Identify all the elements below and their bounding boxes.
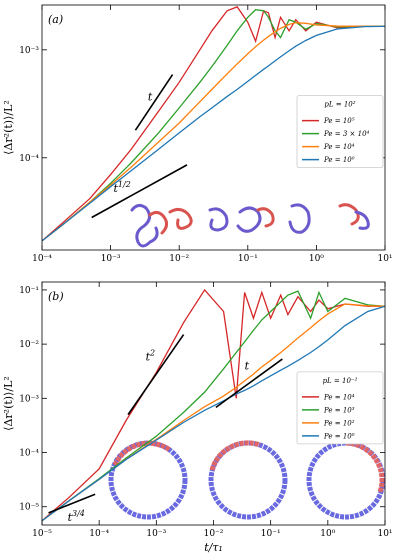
ring-sketches	[108, 440, 386, 520]
guide-line	[127, 334, 185, 416]
x-tick-label: 10⁻¹	[261, 529, 281, 539]
legend-label: Pe = 10⁴	[323, 143, 355, 151]
x-tick-label: 10⁻⁴	[89, 529, 109, 539]
legend-box	[296, 371, 384, 445]
y-axis-label: ⟨Δr²(t)⟩/L²	[2, 376, 15, 431]
series-line	[42, 22, 385, 242]
guide-line	[134, 74, 174, 131]
y-tick-label: 10⁻³	[19, 394, 39, 404]
legend-label: Pe = 10⁵	[323, 117, 355, 125]
x-tick-label: 10⁻²	[169, 254, 189, 264]
y-tick-label: 10⁻⁴	[19, 449, 39, 459]
x-tick-label: 10⁰	[309, 254, 324, 264]
series-line	[42, 6, 385, 242]
legend-label: Pe = 10²	[323, 419, 355, 427]
frame	[41, 4, 386, 251]
guide-line	[91, 164, 188, 219]
legend-title: pL = 10²	[324, 101, 355, 109]
legend-label: Pe = 3 × 10⁴	[323, 130, 370, 138]
polymer-sketches	[130, 203, 370, 248]
legend-box	[296, 95, 384, 169]
guide-label-exponent: 1/2	[118, 180, 131, 189]
guide-line	[215, 358, 283, 409]
x-tick-label: 10⁻⁴	[32, 254, 52, 264]
legend-label: Pe = 10⁴	[323, 393, 355, 401]
legend-title: pL = 10⁻²	[323, 377, 358, 385]
x-tick-label: 10⁻⁵	[32, 529, 52, 539]
series-line	[42, 25, 385, 242]
legend-label: Pe = 10⁰	[323, 432, 355, 440]
guide-label-base: t	[245, 360, 250, 373]
guide-line	[48, 493, 96, 514]
y-axis-label: ⟨Δr²(t)⟩/L²	[2, 100, 15, 155]
legend-label: Pe = 10³	[323, 406, 355, 414]
guide-label-base: t	[146, 350, 151, 363]
y-tick-label: 10⁻³	[19, 46, 39, 56]
x-tick-label: 10⁰	[320, 529, 335, 539]
y-tick-label: 10⁻⁵	[19, 503, 39, 513]
guide-label: t	[148, 90, 153, 103]
series-line	[42, 305, 385, 522]
guide-label-exponent: 2	[149, 348, 155, 357]
guide-label: t2	[146, 348, 156, 363]
x-axis-label: t/τ₁	[204, 541, 223, 554]
series-line	[42, 290, 385, 522]
y-tick-label: 10⁻⁴	[19, 154, 39, 164]
guide-label-base: t	[68, 511, 73, 524]
y-tick-label: 10⁻²	[19, 340, 39, 350]
frame	[41, 281, 386, 526]
plot-area	[42, 6, 385, 242]
panel-label: (b)	[48, 290, 64, 303]
guide-label-exponent: 3/4	[72, 509, 85, 518]
legend-label: Pe = 10⁰	[323, 156, 355, 164]
x-tick-label: 10⁻¹	[238, 254, 258, 264]
guide-label: t3/4	[68, 509, 85, 524]
guide-label-base: t	[113, 182, 118, 195]
guide-label-base: t	[148, 90, 153, 103]
x-tick-label: 10⁻²	[204, 529, 224, 539]
guide-label: t	[245, 360, 250, 373]
x-tick-label: 10⁻³	[101, 254, 121, 264]
series-line	[42, 9, 385, 242]
panel-label: (a)	[48, 13, 63, 26]
x-tick-label: 10¹	[377, 529, 392, 539]
x-tick-label: 10¹	[377, 254, 392, 264]
x-tick-label: 10⁻³	[146, 529, 166, 539]
guide-label: t1/2	[113, 180, 130, 195]
y-tick-label: 10⁻¹	[19, 286, 39, 296]
